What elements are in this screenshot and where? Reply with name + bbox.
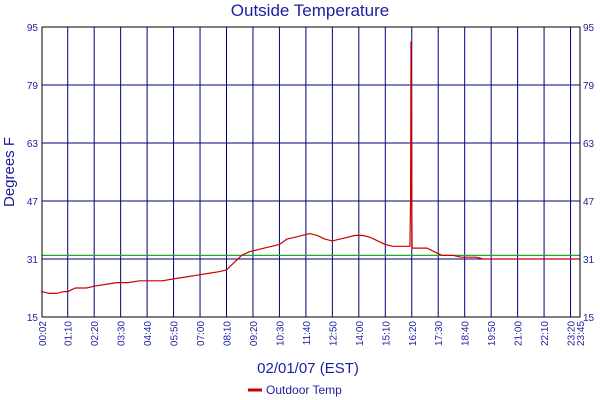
x-tick-label: 05:50 <box>170 321 181 346</box>
x-tick-label: 12:50 <box>328 321 339 346</box>
x-tick-label: 23:45 <box>576 321 587 346</box>
x-tick-label: 17:30 <box>434 321 445 346</box>
x-tick-label: 08:10 <box>223 321 234 346</box>
y-axis-left: 15 31 47 63 79 95 <box>27 23 39 324</box>
y-tick-label-left: 95 <box>27 23 39 34</box>
x-tick-label: 22:10 <box>540 321 551 346</box>
y-tick-label-right: 79 <box>583 81 595 92</box>
y-axis-right: 15 31 47 63 79 95 <box>583 23 595 324</box>
y-tick-label-left: 79 <box>27 81 39 92</box>
x-tick-label: 09:20 <box>249 321 260 346</box>
x-tick-label: 11:40 <box>302 321 313 346</box>
y-tick-label-right: 63 <box>583 139 595 150</box>
y-tick-label-right: 47 <box>583 197 595 208</box>
x-tick-label: 00:02 <box>38 321 49 346</box>
x-tick-label: 21:00 <box>514 321 525 346</box>
x-tick-label: 02:20 <box>90 321 101 346</box>
y-tick-label-left: 31 <box>27 255 39 266</box>
y-tick-label-right: 15 <box>583 313 595 324</box>
x-tick-label: 18:40 <box>461 321 472 346</box>
series-line-outdoor-temp <box>41 41 580 294</box>
y-axis-label: Degrees F <box>1 137 18 207</box>
x-tick-label: 01:10 <box>64 321 75 346</box>
chart-title: Outside Temperature <box>231 1 389 20</box>
y-tick-label-right: 31 <box>583 255 595 266</box>
x-tick-label: 10:30 <box>275 321 286 346</box>
grid-lines <box>41 26 581 318</box>
x-axis-label: 02/01/07 (EST) <box>257 360 359 377</box>
plot-area <box>41 26 581 318</box>
x-tick-label: 07:00 <box>196 321 207 346</box>
x-tick-label: 03:30 <box>117 321 128 346</box>
x-tick-label: 23:20 <box>567 321 578 346</box>
y-tick-label-left: 15 <box>27 313 39 324</box>
y-tick-label-left: 47 <box>27 197 39 208</box>
legend: Outdoor Temp <box>248 383 342 397</box>
x-tick-label: 04:40 <box>143 321 154 346</box>
y-tick-label-left: 63 <box>27 139 39 150</box>
x-tick-label: 14:00 <box>355 321 366 346</box>
y-tick-label-right: 95 <box>583 23 595 34</box>
x-axis: 00:02 01:10 02:20 03:30 04:40 05:50 07:00 08:10… <box>38 321 587 347</box>
x-tick-label: 15:10 <box>381 321 392 346</box>
x-tick-label: 16:20 <box>408 321 419 346</box>
legend-label-outdoor-temp: Outdoor Temp <box>266 383 342 397</box>
x-tick-label: 19:50 <box>487 321 498 346</box>
